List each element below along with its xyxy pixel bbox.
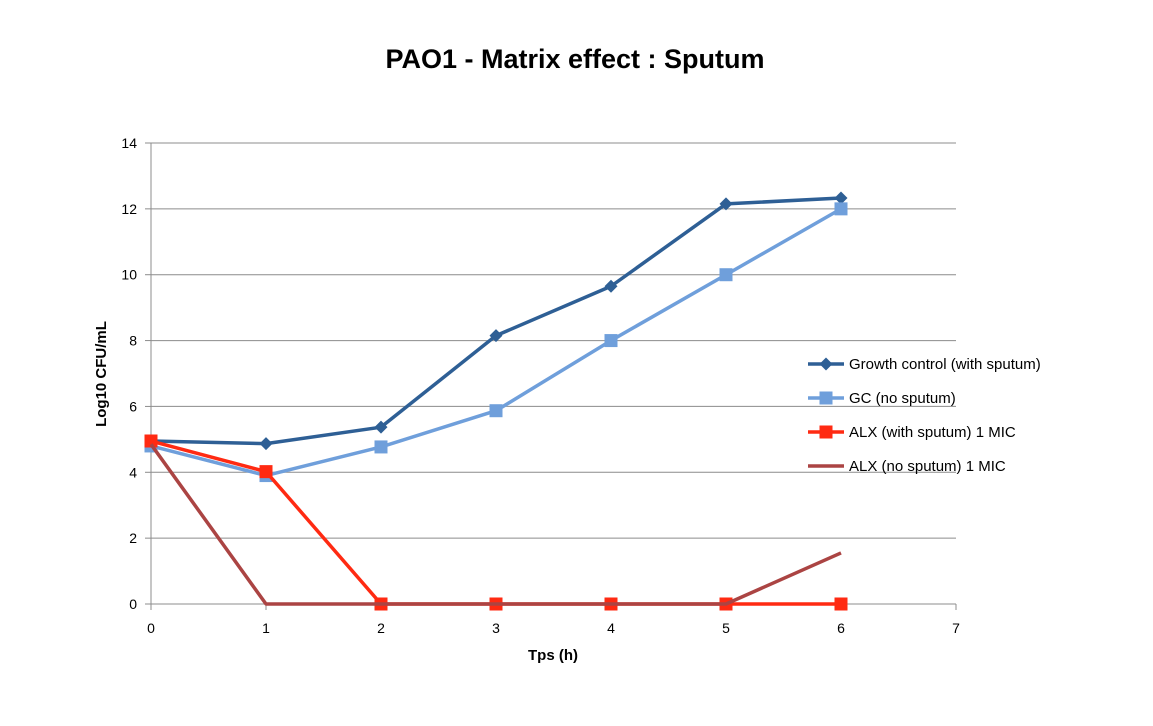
legend: Growth control (with sputum) GC (no sputu… <box>808 356 1041 475</box>
data-point <box>144 434 158 448</box>
y-tick-label: 4 <box>129 464 137 480</box>
legend-item: ALX (no sputum) 1 MIC <box>808 458 1006 475</box>
data-point <box>834 597 848 611</box>
y-tick-label: 8 <box>129 333 137 349</box>
y-tick-label: 2 <box>129 530 137 546</box>
legend-marker <box>819 357 833 371</box>
data-point <box>604 334 618 348</box>
x-tick-label: 7 <box>952 620 960 636</box>
chart-title: PAO1 - Matrix effect : Sputum <box>385 44 764 74</box>
y-tick-label: 12 <box>121 201 137 217</box>
x-axis-title: Tps (h) <box>528 647 578 664</box>
series-line <box>150 439 841 606</box>
legend-marker <box>819 425 833 439</box>
x-tick-label: 0 <box>147 620 155 636</box>
data-point <box>489 404 503 418</box>
series-4 <box>149 443 842 606</box>
series-2 <box>144 202 848 483</box>
data-point <box>719 197 733 211</box>
data-point <box>259 465 273 479</box>
legend-item: GC (no sputum) <box>808 390 956 407</box>
data-point <box>834 202 848 216</box>
x-tick-label: 3 <box>492 620 500 636</box>
legend-marker <box>819 391 833 405</box>
data-point <box>374 420 388 434</box>
data-series <box>144 191 848 611</box>
legend-item: Growth control (with sputum) <box>808 356 1041 373</box>
x-tick-label: 6 <box>837 620 845 636</box>
data-point <box>489 329 503 343</box>
data-point <box>719 268 733 282</box>
y-axis-title: Log10 CFU/mL <box>93 321 110 427</box>
x-tick-label: 5 <box>722 620 730 636</box>
y-tick-label: 0 <box>129 596 137 612</box>
legend-label: ALX (with sputum) 1 MIC <box>849 424 1016 441</box>
series-line <box>149 443 842 606</box>
y-tick-label: 6 <box>129 398 137 414</box>
legend-item: ALX (with sputum) 1 MIC <box>808 424 1016 441</box>
legend-label: GC (no sputum) <box>849 390 956 407</box>
x-tick-label: 4 <box>607 620 615 636</box>
y-tick-label: 14 <box>121 135 137 151</box>
series-line <box>150 207 842 478</box>
y-tick-label: 10 <box>121 267 137 283</box>
data-point <box>374 440 388 454</box>
x-tick-label: 2 <box>377 620 385 636</box>
data-point <box>259 437 273 451</box>
data-point <box>604 279 618 293</box>
legend-label: Growth control (with sputum) <box>849 356 1041 373</box>
x-tick-label: 1 <box>262 620 270 636</box>
legend-label: ALX (no sputum) 1 MIC <box>849 458 1006 475</box>
data-point <box>834 191 848 205</box>
